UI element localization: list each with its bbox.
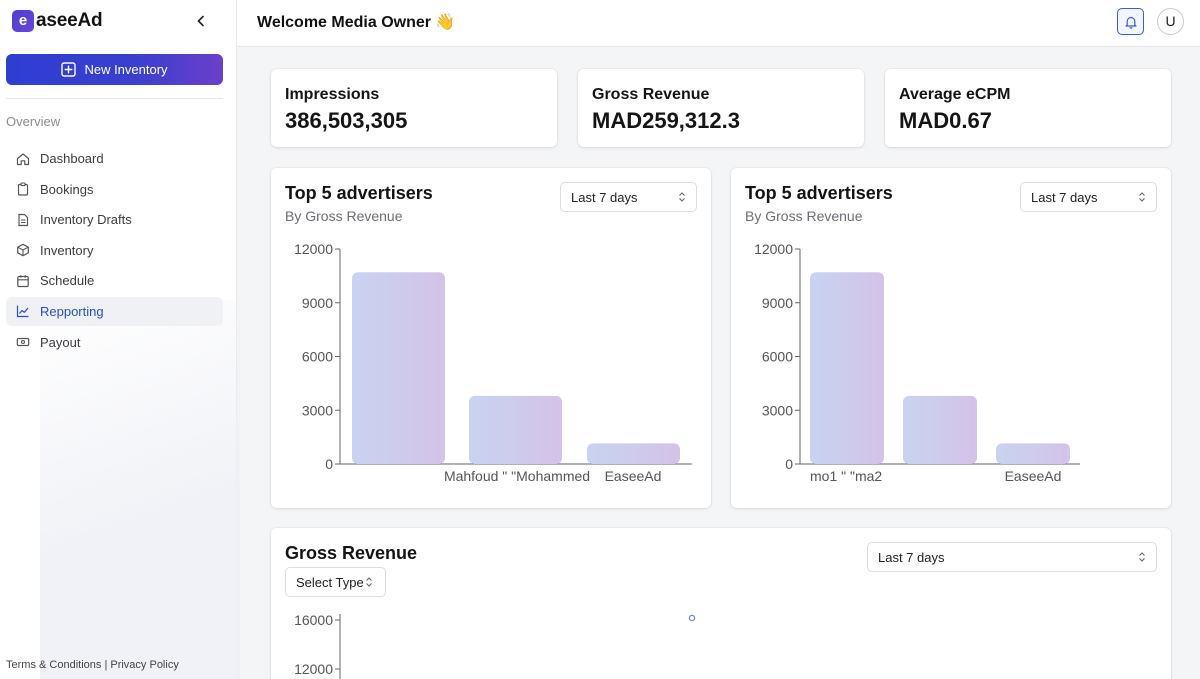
y-tick-label: 9000: [762, 295, 793, 311]
banknote-icon: [16, 337, 30, 347]
x-tick-label: EaseeAd: [605, 468, 662, 484]
bar-chart-right: 0 3000 6000 9000 12000 mo1 " "ma2 EaseeAd: [754, 241, 1080, 484]
stat-value: MAD259,312.3: [592, 108, 740, 133]
y-tick-label: 9000: [302, 295, 333, 311]
stat-label: Average eCPM: [899, 86, 1011, 103]
bar: [587, 443, 680, 464]
stat-value: MAD0.67: [899, 108, 992, 133]
new-inventory-button[interactable]: New Inventory: [6, 54, 223, 85]
sidebar-item-label: Payout: [40, 334, 81, 350]
y-tick-label: 3000: [762, 402, 793, 418]
sidebar-item-label: Bookings: [40, 181, 94, 197]
collapse-sidebar-button[interactable]: [190, 10, 212, 32]
user-avatar[interactable]: U: [1157, 8, 1184, 35]
date-range-select[interactable]: Last 7 days: [1020, 182, 1157, 212]
brand-logo[interactable]: e aseeAd: [12, 10, 103, 32]
y-tick-label: 3000: [302, 402, 333, 418]
home-icon: [16, 152, 30, 165]
sidebar-item-dashboard[interactable]: Dashboard: [6, 144, 223, 173]
y-tick-label: 6000: [302, 349, 333, 365]
stat-card-average-ecpm: Average eCPM MAD0.67: [885, 69, 1171, 147]
chart-subtitle: By Gross Revenue: [745, 208, 863, 224]
sidebar-item-inventory[interactable]: Inventory: [6, 236, 223, 265]
date-range-value: Last 7 days: [878, 549, 945, 565]
chevron-up-down-icon: [1139, 192, 1145, 202]
chart-line-icon: [16, 305, 29, 318]
sidebar-item-inventory-drafts[interactable]: Inventory Drafts: [6, 205, 223, 234]
data-point: [688, 614, 696, 622]
y-tick-label: 12000: [754, 241, 793, 257]
y-tick-label: 12000: [294, 241, 333, 257]
chart-title: Top 5 advertisers: [745, 183, 893, 203]
type-select-value: Select Type: [296, 574, 364, 590]
date-range-select[interactable]: Last 7 days: [560, 182, 697, 212]
brand-mark: e: [12, 10, 34, 32]
y-tick-label: 0: [785, 456, 793, 472]
x-tick-label: mo1 " "ma2: [810, 468, 882, 484]
date-range-value: Last 7 days: [1031, 189, 1098, 205]
sidebar-divider: [6, 98, 223, 99]
bar: [352, 272, 445, 464]
bar: [996, 443, 1070, 464]
sidebar: e aseeAd New Inventory Overview Dashboar…: [0, 0, 240, 679]
x-tick-label: Mahfoud " "Mohammed: [444, 468, 590, 484]
section-label-overview: Overview: [6, 114, 61, 129]
privacy-link[interactable]: Privacy Policy: [110, 659, 179, 671]
bell-icon: [1124, 16, 1137, 29]
sidebar-item-label: Inventory Drafts: [40, 212, 132, 228]
chevron-up-down-icon: [679, 192, 685, 202]
new-inventory-label: New Inventory: [84, 62, 168, 77]
y-tick-label: 6000: [762, 349, 793, 365]
stat-value: 386,503,305: [285, 108, 408, 133]
sidebar-item-payout[interactable]: Payout: [6, 328, 223, 357]
sidebar-nav: Dashboard Bookings Inventory Drafts Inve…: [6, 144, 223, 358]
stat-label: Impressions: [285, 86, 380, 103]
footer-divider: |: [104, 659, 108, 671]
chart-title: Gross Revenue: [285, 543, 418, 563]
y-tick-label: 0: [325, 456, 333, 472]
stat-card-impressions: Impressions 386,503,305: [271, 69, 557, 147]
sidebar-item-schedule[interactable]: Schedule: [6, 266, 223, 295]
sidebar-item-bookings[interactable]: Bookings: [6, 175, 223, 204]
box-icon: [17, 243, 29, 257]
y-tick-label: 12000: [294, 661, 333, 677]
stat-label: Gross Revenue: [592, 86, 710, 103]
date-range-select[interactable]: Last 7 days: [867, 542, 1157, 572]
notifications-button[interactable]: [1117, 8, 1144, 35]
line-chart-gross-revenue: 12000 16000: [294, 612, 696, 679]
sidebar-item-label: Dashboard: [40, 151, 104, 166]
gross-revenue-card: Gross Revenue Select Type Last 7 days 12…: [271, 528, 1171, 679]
top-advertisers-card-left: Top 5 advertisers By Gross Revenue Last …: [271, 168, 711, 508]
brand-name: aseeAd: [36, 10, 103, 31]
bar: [810, 272, 884, 464]
stat-card-gross-revenue: Gross Revenue MAD259,312.3: [578, 69, 864, 147]
chevron-up-down-icon: [366, 577, 372, 587]
file-icon: [18, 213, 29, 226]
top-header: Welcome Media Owner 👋 U: [237, 0, 1200, 47]
bar: [469, 395, 562, 464]
bar-chart-left: 0 3000 6000 9000 12000 Mahfoud " "Mohammed Eas…: [294, 241, 692, 484]
sidebar-item-label: Inventory: [40, 242, 94, 258]
footer-links: Terms & Conditions | Privacy Policy: [6, 659, 179, 671]
y-tick-label: 16000: [294, 612, 333, 628]
chevron-left-icon: [197, 15, 204, 27]
chart-title: Top 5 advertisers: [285, 183, 433, 203]
plus-square-icon: [61, 62, 77, 77]
bar: [903, 395, 977, 464]
chevron-up-down-icon: [1139, 552, 1145, 562]
page-title: Welcome Media Owner 👋: [257, 14, 456, 31]
calendar-icon: [17, 275, 29, 287]
chart-subtitle: By Gross Revenue: [285, 208, 403, 224]
x-tick-label: EaseeAd: [1005, 468, 1062, 484]
date-range-value: Last 7 days: [571, 189, 638, 205]
terms-link[interactable]: Terms & Conditions: [6, 659, 102, 671]
type-select[interactable]: Select Type: [285, 567, 386, 597]
sidebar-item-label: Repporting: [40, 303, 104, 319]
top-advertisers-card-right: Top 5 advertisers By Gross Revenue Last …: [731, 168, 1171, 508]
sidebar-item-label: Schedule: [40, 273, 95, 289]
clipboard-icon: [17, 182, 29, 196]
sidebar-item-repporting[interactable]: Repporting: [6, 296, 223, 326]
